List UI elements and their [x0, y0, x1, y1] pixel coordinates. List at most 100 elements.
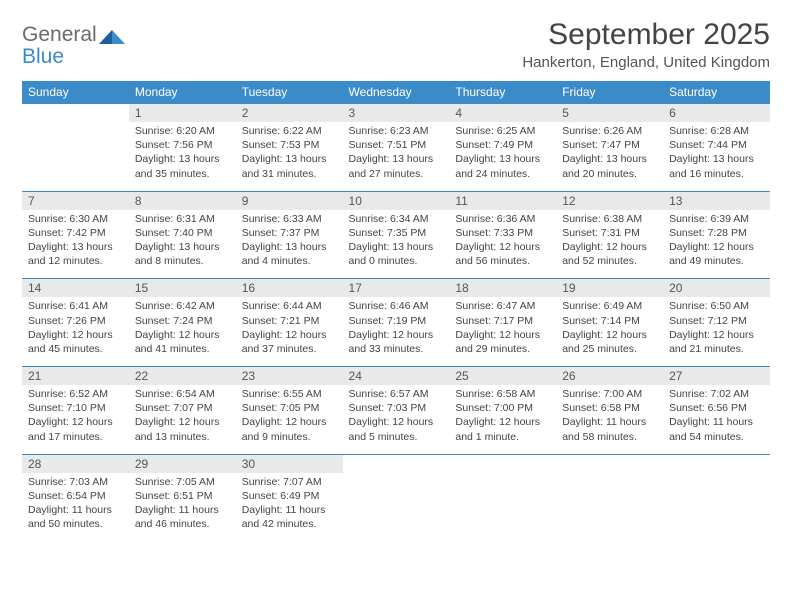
day-number-cell: 20	[663, 279, 770, 298]
dow-header: Saturday	[663, 81, 770, 104]
sunset-text: Sunset: 7:51 PM	[349, 138, 444, 152]
calendar-page: General Blue September 2025 Hankerton, E…	[0, 0, 792, 559]
day-of-week-row: SundayMondayTuesdayWednesdayThursdayFrid…	[22, 81, 770, 104]
day-detail-cell: Sunrise: 6:54 AMSunset: 7:07 PMDaylight:…	[129, 385, 236, 454]
sunset-text: Sunset: 7:44 PM	[669, 138, 764, 152]
day-detail-cell: Sunrise: 6:28 AMSunset: 7:44 PMDaylight:…	[663, 122, 770, 191]
sunset-text: Sunset: 7:40 PM	[135, 226, 230, 240]
daylight-text: Daylight: 13 hours and 12 minutes.	[28, 240, 123, 268]
sunrise-text: Sunrise: 6:33 AM	[242, 212, 337, 226]
day-detail-cell: Sunrise: 7:03 AMSunset: 6:54 PMDaylight:…	[22, 473, 129, 542]
sunrise-text: Sunrise: 6:46 AM	[349, 299, 444, 313]
sunrise-text: Sunrise: 6:31 AM	[135, 212, 230, 226]
sunrise-text: Sunrise: 6:28 AM	[669, 124, 764, 138]
day-detail-cell	[663, 473, 770, 542]
sunrise-text: Sunrise: 6:34 AM	[349, 212, 444, 226]
sunrise-text: Sunrise: 7:02 AM	[669, 387, 764, 401]
sunrise-text: Sunrise: 7:00 AM	[562, 387, 657, 401]
sunset-text: Sunset: 7:28 PM	[669, 226, 764, 240]
dow-header: Wednesday	[343, 81, 450, 104]
sunrise-text: Sunrise: 6:49 AM	[562, 299, 657, 313]
header: General Blue September 2025 Hankerton, E…	[22, 18, 770, 71]
day-detail-cell: Sunrise: 6:26 AMSunset: 7:47 PMDaylight:…	[556, 122, 663, 191]
day-number-cell: 19	[556, 279, 663, 298]
day-detail-cell: Sunrise: 6:57 AMSunset: 7:03 PMDaylight:…	[343, 385, 450, 454]
day-number-cell: 25	[449, 367, 556, 386]
calendar-table: SundayMondayTuesdayWednesdayThursdayFrid…	[22, 81, 770, 541]
day-number-cell: 29	[129, 454, 236, 473]
day-number-cell: 8	[129, 191, 236, 210]
detail-row: Sunrise: 7:03 AMSunset: 6:54 PMDaylight:…	[22, 473, 770, 542]
day-detail-cell: Sunrise: 6:34 AMSunset: 7:35 PMDaylight:…	[343, 210, 450, 279]
sunset-text: Sunset: 7:19 PM	[349, 314, 444, 328]
sunrise-text: Sunrise: 6:26 AM	[562, 124, 657, 138]
daylight-text: Daylight: 13 hours and 27 minutes.	[349, 152, 444, 180]
day-detail-cell	[449, 473, 556, 542]
day-number-cell: 4	[449, 104, 556, 123]
daylight-text: Daylight: 12 hours and 49 minutes.	[669, 240, 764, 268]
logo: General Blue	[22, 18, 125, 68]
day-number-cell: 9	[236, 191, 343, 210]
sunrise-text: Sunrise: 6:57 AM	[349, 387, 444, 401]
day-number-cell: 3	[343, 104, 450, 123]
sunset-text: Sunset: 6:56 PM	[669, 401, 764, 415]
day-detail-cell: Sunrise: 6:22 AMSunset: 7:53 PMDaylight:…	[236, 122, 343, 191]
sunrise-text: Sunrise: 7:03 AM	[28, 475, 123, 489]
sunrise-text: Sunrise: 7:07 AM	[242, 475, 337, 489]
sunset-text: Sunset: 7:03 PM	[349, 401, 444, 415]
dow-header: Sunday	[22, 81, 129, 104]
sunset-text: Sunset: 7:42 PM	[28, 226, 123, 240]
day-number-cell: 7	[22, 191, 129, 210]
sunrise-text: Sunrise: 6:39 AM	[669, 212, 764, 226]
daylight-text: Daylight: 12 hours and 1 minute.	[455, 415, 550, 443]
day-detail-cell	[343, 473, 450, 542]
daylight-text: Daylight: 11 hours and 54 minutes.	[669, 415, 764, 443]
sunset-text: Sunset: 7:31 PM	[562, 226, 657, 240]
sunset-text: Sunset: 7:47 PM	[562, 138, 657, 152]
day-detail-cell: Sunrise: 6:52 AMSunset: 7:10 PMDaylight:…	[22, 385, 129, 454]
daylight-text: Daylight: 12 hours and 25 minutes.	[562, 328, 657, 356]
day-detail-cell: Sunrise: 7:02 AMSunset: 6:56 PMDaylight:…	[663, 385, 770, 454]
day-number-cell	[556, 454, 663, 473]
daylight-text: Daylight: 12 hours and 41 minutes.	[135, 328, 230, 356]
day-number-cell	[22, 104, 129, 123]
day-number-cell: 18	[449, 279, 556, 298]
day-number-cell: 17	[343, 279, 450, 298]
dow-header: Monday	[129, 81, 236, 104]
daylight-text: Daylight: 13 hours and 31 minutes.	[242, 152, 337, 180]
day-detail-cell: Sunrise: 6:41 AMSunset: 7:26 PMDaylight:…	[22, 297, 129, 366]
sunset-text: Sunset: 6:51 PM	[135, 489, 230, 503]
day-detail-cell: Sunrise: 7:05 AMSunset: 6:51 PMDaylight:…	[129, 473, 236, 542]
sunrise-text: Sunrise: 6:47 AM	[455, 299, 550, 313]
month-title: September 2025	[522, 18, 770, 52]
dow-header: Friday	[556, 81, 663, 104]
day-number-cell: 24	[343, 367, 450, 386]
day-detail-cell: Sunrise: 6:25 AMSunset: 7:49 PMDaylight:…	[449, 122, 556, 191]
detail-row: Sunrise: 6:52 AMSunset: 7:10 PMDaylight:…	[22, 385, 770, 454]
day-number-cell: 16	[236, 279, 343, 298]
day-number-cell: 5	[556, 104, 663, 123]
day-number-cell: 11	[449, 191, 556, 210]
day-number-cell: 30	[236, 454, 343, 473]
daylight-text: Daylight: 13 hours and 4 minutes.	[242, 240, 337, 268]
dow-header: Thursday	[449, 81, 556, 104]
logo-mark-icon	[99, 24, 125, 51]
day-number-cell	[449, 454, 556, 473]
sunset-text: Sunset: 7:35 PM	[349, 226, 444, 240]
sunset-text: Sunset: 7:14 PM	[562, 314, 657, 328]
day-detail-cell: Sunrise: 6:20 AMSunset: 7:56 PMDaylight:…	[129, 122, 236, 191]
day-detail-cell: Sunrise: 6:58 AMSunset: 7:00 PMDaylight:…	[449, 385, 556, 454]
daylight-text: Daylight: 13 hours and 16 minutes.	[669, 152, 764, 180]
sunset-text: Sunset: 6:58 PM	[562, 401, 657, 415]
sunset-text: Sunset: 7:12 PM	[669, 314, 764, 328]
day-number-cell: 15	[129, 279, 236, 298]
day-number-cell: 22	[129, 367, 236, 386]
logo-line2: Blue	[22, 45, 64, 68]
day-number-cell: 10	[343, 191, 450, 210]
sunset-text: Sunset: 7:56 PM	[135, 138, 230, 152]
day-detail-cell: Sunrise: 6:49 AMSunset: 7:14 PMDaylight:…	[556, 297, 663, 366]
daylight-text: Daylight: 13 hours and 24 minutes.	[455, 152, 550, 180]
day-detail-cell	[556, 473, 663, 542]
day-number-cell: 1	[129, 104, 236, 123]
daylight-text: Daylight: 12 hours and 56 minutes.	[455, 240, 550, 268]
